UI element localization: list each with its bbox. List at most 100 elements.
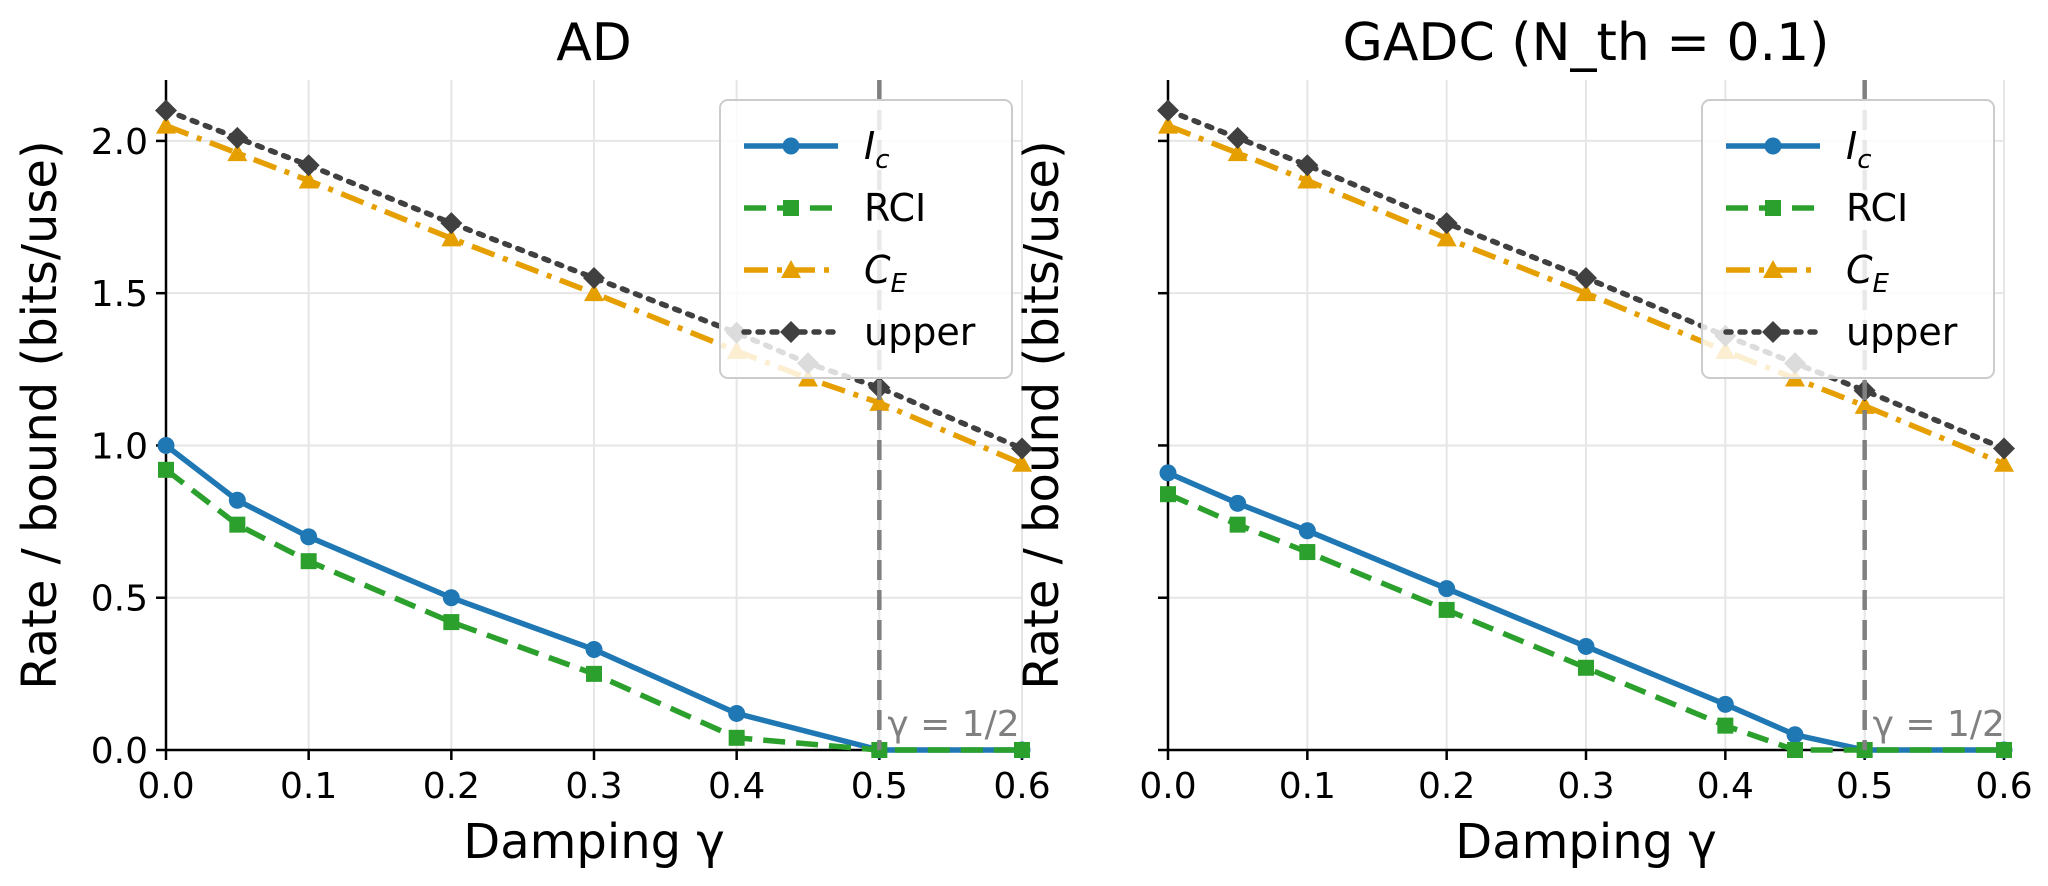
data-point-upper	[1435, 212, 1458, 235]
legend-label-main: C	[864, 248, 891, 292]
legend-entry-rci: RCI	[1726, 186, 1908, 230]
data-point-ce	[1158, 115, 1178, 134]
data-point-upper	[1993, 437, 2015, 460]
data-point-rci	[1160, 486, 1176, 503]
legend-label-sub: E	[1873, 269, 1890, 299]
data-point-rci	[1717, 717, 1734, 734]
data-point-upper	[155, 99, 177, 122]
data-point-ic	[1786, 726, 1804, 744]
legend-label-upper: upper	[864, 310, 976, 354]
x-tick-label: 0.0	[1139, 766, 1196, 807]
legend-marker-ce	[781, 260, 801, 278]
legend-label-ic: Ic	[1846, 124, 1872, 175]
legend-label-main: upper	[864, 310, 976, 354]
data-point-ce	[1576, 283, 1596, 302]
data-point-ic	[1577, 637, 1595, 655]
legend-marker-ce	[1763, 260, 1783, 278]
legend-box	[1701, 99, 1995, 379]
legend-marker-upper	[1762, 321, 1784, 343]
legend-label-sub: c	[1857, 145, 1871, 175]
data-point-rci	[1299, 544, 1316, 561]
data-point-upper	[1011, 437, 1033, 460]
x-tick-label: 0.2	[423, 766, 480, 807]
data-point-ce	[1012, 453, 1032, 472]
x-tick-label: 0.4	[708, 766, 765, 807]
data-point-rci	[300, 553, 317, 570]
data-point-rci	[158, 461, 174, 478]
plot-area	[1157, 99, 2015, 759]
legend-label-ce: CE	[864, 248, 908, 299]
reference-line-label: γ = 1/2	[1873, 704, 2005, 745]
data-point-ic	[228, 491, 246, 509]
legend-label-main: upper	[1846, 310, 1958, 354]
legend-entry-rci: RCI	[744, 186, 926, 230]
data-point-upper	[1157, 99, 1179, 122]
data-point-ic	[728, 704, 746, 722]
y-tick-label: 0.0	[91, 731, 148, 772]
y-axis-label: Rate / bound (bits/use)	[1014, 140, 1070, 689]
data-point-ic	[585, 641, 603, 658]
legend-label-main: RCI	[1846, 186, 1908, 230]
data-point-rci	[586, 665, 602, 682]
legend-marker-rci	[1765, 200, 1781, 216]
data-point-upper	[1296, 154, 1319, 177]
data-point-upper	[1226, 126, 1249, 149]
data-point-upper	[226, 126, 249, 149]
x-tick-label: 0.3	[1557, 766, 1614, 807]
data-point-ce	[156, 115, 176, 134]
data-point-upper	[583, 266, 605, 289]
legend-entry-upper: upper	[1723, 310, 1958, 354]
x-tick-label: 0.6	[1975, 766, 2032, 807]
reference-line-label: γ = 1/2	[887, 704, 1019, 745]
data-point-ic	[157, 436, 175, 454]
legend-label-main: I	[1846, 124, 1857, 168]
data-point-ic	[1298, 522, 1316, 540]
y-axis-label: Rate / bound (bits/use)	[12, 140, 68, 689]
legend-label-ic: Ic	[864, 124, 890, 175]
x-tick-label: 0.1	[280, 766, 337, 807]
x-tick-label: 0.3	[565, 766, 622, 807]
legend-marker-upper	[780, 321, 802, 343]
legend-label-main: I	[864, 124, 875, 168]
data-point-ce	[1994, 453, 2014, 472]
legend-marker-rci	[783, 200, 799, 216]
x-tick-label: 0.0	[137, 766, 194, 807]
data-point-ce	[1854, 395, 1875, 414]
panel-ad: 0.0 0.1 0.2 0.3 0.4 0.5 0.6 0.0 0.5 1.0 1.5 2.0 AD Da…	[12, 13, 1051, 870]
panel-gadc: 0.0 0.1 0.2 0.3 0.4 0.5 0.6 GADC (N_th = 0.1) Da…	[1014, 13, 2033, 870]
legend-entry-ce: CE	[744, 248, 908, 299]
data-point-ic	[1159, 464, 1177, 482]
legend-label-ce: CE	[1846, 248, 1890, 299]
series-line-rci	[1166, 491, 2004, 753]
legend-entry-upper: upper	[741, 310, 976, 354]
legend-label-rci: RCI	[864, 186, 926, 230]
legend-entry-ic: Ic	[1726, 124, 1872, 175]
x-tick-label: 0.1	[1279, 766, 1336, 807]
data-point-upper	[297, 154, 320, 177]
data-point-ce	[584, 283, 604, 302]
data-point-ic	[1716, 695, 1734, 713]
data-point-rci	[1014, 742, 1030, 758]
data-point-upper	[1575, 266, 1597, 289]
legend-entry-ic: Ic	[744, 124, 890, 175]
data-point-rci	[1438, 601, 1455, 618]
legend-label-rci: RCI	[1846, 186, 1908, 230]
data-point-ce	[1227, 143, 1248, 162]
x-tick-label: 0.4	[1697, 766, 1754, 807]
y-tick-label: 2.0	[91, 122, 148, 163]
data-point-rci	[1996, 742, 2012, 758]
data-point-ce	[1436, 228, 1457, 247]
x-tick-label: 0.5	[851, 766, 908, 807]
legend-marker-ic	[1764, 137, 1782, 155]
legend-label-sub: c	[875, 145, 889, 175]
x-axis-label: Damping γ	[1455, 814, 1717, 870]
data-point-ce	[227, 143, 248, 162]
legend: Ic RCI CE upper	[719, 99, 1013, 379]
series-ic	[1159, 464, 2013, 759]
data-point-rci	[1229, 516, 1246, 533]
chart-title: AD	[556, 13, 632, 73]
legend-label-upper: upper	[1846, 310, 1958, 354]
y-tick-label: 1.5	[91, 274, 148, 315]
series-line-rci	[164, 467, 1022, 753]
